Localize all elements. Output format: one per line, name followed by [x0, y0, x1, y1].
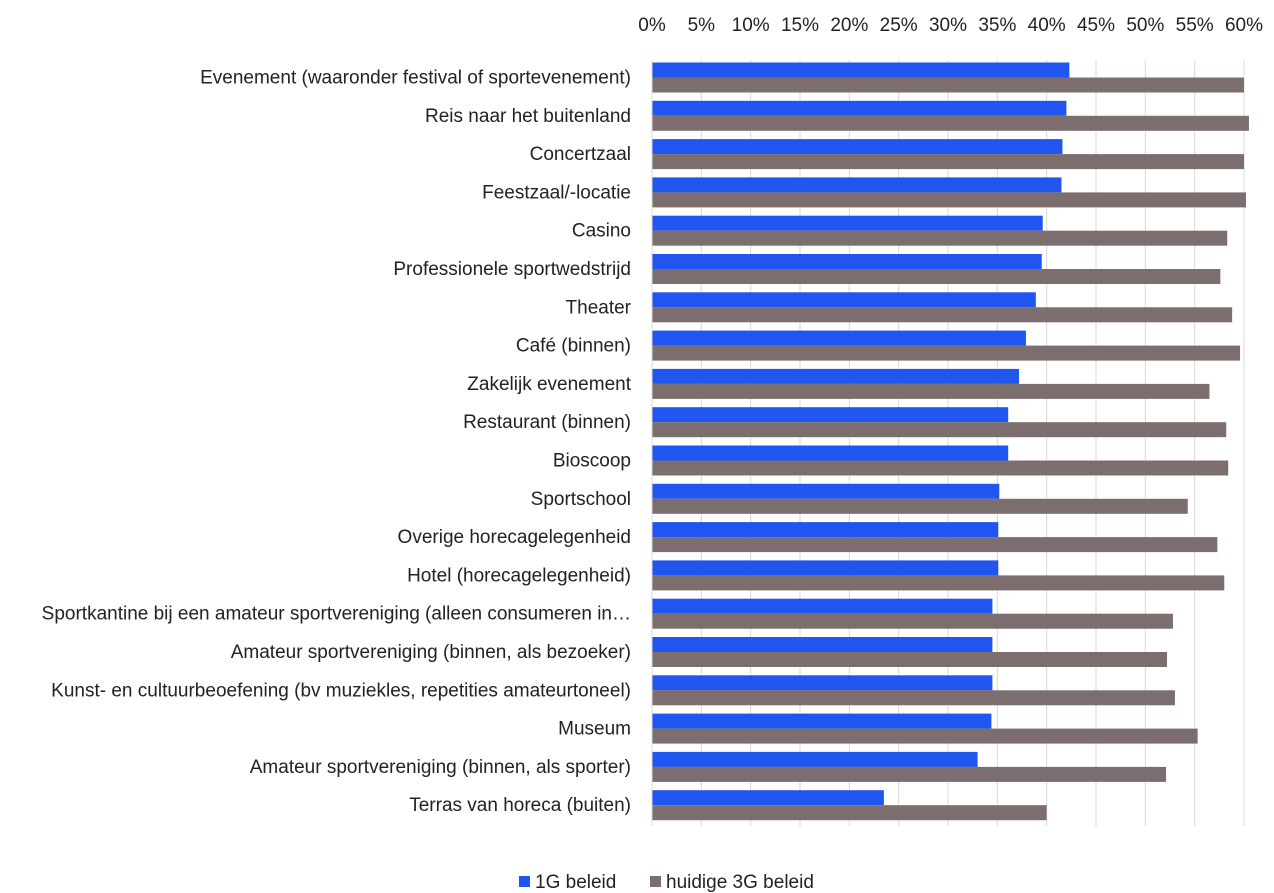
x-tick-label: 0% [638, 15, 666, 36]
category-labels: Evenement (waaronder festival of sportev… [42, 68, 632, 817]
x-axis-ticks: 0% 5% 10% 15% 20% 25% 30% 35% 40% 45% 50% 55% 60% [638, 15, 1263, 36]
legend-label-1g: 1G beleid [535, 872, 616, 893]
bar-huidige-3g-beleid [652, 613, 1173, 629]
category-label: Kunst- en cultuurbeoefening (bv muziekle… [51, 680, 631, 701]
category-label: Professionele sportwedstrijd [393, 259, 631, 280]
category-label: Museum [558, 719, 631, 740]
category-label: Casino [572, 221, 631, 242]
category-label: Sportschool [531, 489, 631, 510]
bar-huidige-3g-beleid [652, 307, 1233, 323]
bar-1g-beleid [652, 637, 993, 652]
bar-huidige-3g-beleid [652, 115, 1249, 131]
bar-huidige-3g-beleid [652, 383, 1210, 399]
bar-1g-beleid [652, 139, 1063, 155]
bar-1g-beleid [652, 62, 1070, 78]
category-label: Theater [566, 297, 632, 318]
bar-huidige-3g-beleid [652, 498, 1188, 514]
bar-1g-beleid [652, 522, 999, 538]
category-label: Café (binnen) [516, 336, 631, 357]
bar-huidige-3g-beleid [652, 192, 1246, 208]
x-tick-label: 50% [1126, 15, 1164, 36]
bar-1g-beleid [652, 713, 992, 729]
x-tick-label: 30% [929, 15, 967, 36]
bar-1g-beleid [652, 445, 1009, 461]
bar-1g-beleid [652, 215, 1043, 231]
bar-1g-beleid [652, 560, 999, 576]
category-label: Restaurant (binnen) [463, 412, 631, 433]
category-label: Reis naar het buitenland [425, 106, 631, 127]
bar-huidige-3g-beleid [652, 652, 1168, 667]
category-label: Bioscoop [553, 451, 631, 472]
bar-1g-beleid [652, 100, 1067, 116]
category-label: Amateur sportvereniging (binnen, als spo… [250, 757, 631, 778]
bar-1g-beleid [652, 177, 1062, 193]
category-label: Overige horecagelegenheid [398, 527, 631, 548]
category-label: Terras van horeca (buiten) [409, 795, 631, 816]
bar-huidige-3g-beleid [652, 422, 1227, 438]
x-tick-label: 45% [1077, 15, 1115, 36]
bar-huidige-3g-beleid [652, 345, 1241, 361]
bar-huidige-3g-beleid [652, 766, 1167, 782]
category-label: Evenement (waaronder festival of sportev… [200, 68, 631, 89]
bar-huidige-3g-beleid [652, 537, 1218, 553]
bar-huidige-3g-beleid [652, 728, 1198, 744]
x-tick-label: 10% [732, 15, 770, 36]
x-tick-label: 25% [880, 15, 918, 36]
category-label: Concertzaal [530, 144, 631, 165]
bar-1g-beleid [652, 483, 1000, 499]
x-tick-label: 40% [1028, 15, 1066, 36]
x-tick-label: 35% [978, 15, 1016, 36]
legend-swatch-3g [650, 876, 661, 887]
category-label: Sportkantine bij een amateur sportvereni… [42, 604, 631, 625]
category-label: Amateur sportvereniging (binnen, als bez… [231, 642, 631, 663]
x-tick-label: 15% [781, 15, 819, 36]
bar-1g-beleid [652, 254, 1042, 269]
legend: 1G beleid huidige 3G beleid [519, 872, 814, 893]
bars [652, 62, 1249, 821]
bar-huidige-3g-beleid [652, 805, 1047, 821]
bar-1g-beleid [652, 751, 978, 767]
category-label: Feestzaal/-locatie [482, 182, 631, 203]
bar-1g-beleid [652, 368, 1020, 384]
x-tick-label: 60% [1225, 15, 1263, 36]
bar-huidige-3g-beleid [652, 154, 1244, 170]
bar-huidige-3g-beleid [652, 230, 1228, 246]
bar-huidige-3g-beleid [652, 269, 1221, 284]
bar-1g-beleid [652, 292, 1036, 308]
gridlines [700, 60, 1245, 826]
legend-label-3g: huidige 3G beleid [666, 872, 814, 893]
bar-1g-beleid [652, 330, 1026, 346]
bar-1g-beleid [652, 407, 1009, 423]
x-tick-label: 55% [1176, 15, 1214, 36]
bar-huidige-3g-beleid [652, 77, 1244, 93]
bar-huidige-3g-beleid [652, 460, 1229, 476]
x-tick-label: 20% [830, 15, 868, 36]
x-tick-label: 5% [688, 15, 716, 36]
category-label: Zakelijk evenement [467, 374, 631, 395]
bar-1g-beleid [652, 675, 993, 691]
bar-huidige-3g-beleid [652, 690, 1175, 706]
legend-swatch-1g [519, 876, 530, 887]
bar-huidige-3g-beleid [652, 575, 1225, 591]
bar-1g-beleid [652, 790, 884, 806]
bar-1g-beleid [652, 598, 993, 614]
category-label: Hotel (horecagelegenheid) [407, 565, 631, 586]
